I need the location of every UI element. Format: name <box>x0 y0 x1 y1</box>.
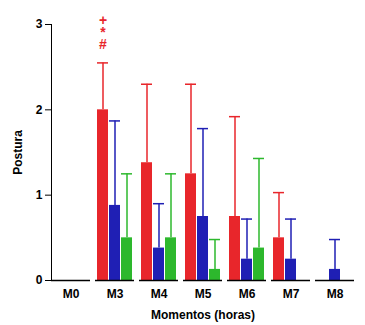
svg-text:2: 2 <box>36 103 43 117</box>
svg-text:1: 1 <box>36 188 43 202</box>
svg-text:M8: M8 <box>327 287 344 301</box>
svg-text:Postura: Postura <box>11 130 25 175</box>
svg-text:M3: M3 <box>107 287 124 301</box>
svg-text:3: 3 <box>36 17 43 31</box>
svg-text:M4: M4 <box>151 287 168 301</box>
svg-text:M5: M5 <box>195 287 212 301</box>
svg-text:0: 0 <box>36 273 43 287</box>
svg-text:Momentos (horas): Momentos (horas) <box>151 308 255 322</box>
svg-text:#: # <box>99 36 107 52</box>
svg-text:M6: M6 <box>239 287 256 301</box>
svg-text:M7: M7 <box>283 287 300 301</box>
svg-text:M0: M0 <box>63 287 80 301</box>
